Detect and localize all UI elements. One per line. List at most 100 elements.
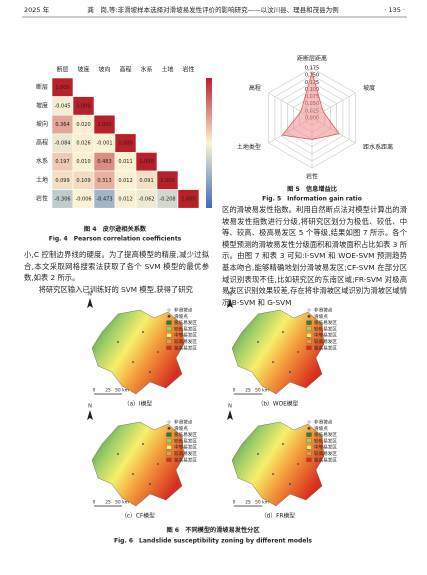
panel-label: （d）FR模型 [261,512,295,520]
cell-value: 1.000 [139,159,153,165]
landslide-point [117,341,119,343]
landslide-point [297,351,299,353]
scale-label: 50 km [115,388,129,394]
legend-label: 中等易发区 [314,444,337,451]
cell-value: 0.483 [97,159,111,165]
row-label: 坡向 [36,120,48,128]
radar-area [281,70,340,140]
panel-label: （b）WOE模型 [258,400,299,408]
cell-value: -0.306 [54,196,70,202]
fig4-caption-en: Fig. 4 Pearson correlation coefficients [49,236,182,243]
cell-value: 1.000 [76,103,90,109]
legend-label: 滑坡点 [314,313,328,320]
column-label: 坡度 [77,66,89,74]
cell-value: -0.062 [138,196,154,202]
cell-value: 0.109 [76,178,90,184]
legend-label: 非滑坡点 [174,419,193,426]
cell-value: -0.006 [75,196,91,202]
landslide-point [289,483,291,485]
map-area [91,309,185,395]
legend-label: 极高易发区 [314,456,337,463]
panel-label: （c）CF模型 [121,512,155,520]
axis-label: 坡度 [363,84,375,92]
legend-label: 非滑坡点 [314,307,333,314]
legend-label: 极低易发区 [314,319,337,326]
cell-value: -0.084 [54,141,70,147]
row-label: 高程 [36,139,48,147]
legend-swatch [306,438,312,444]
paragraph: 小,C 控制边界线的硬度。为了提高模型的精度,减少过拟合,本文采取网格搜索法获取… [24,250,209,283]
column-label: 水系 [140,66,152,74]
legend-swatch [166,339,172,344]
axis-label: 距水系距离 [363,143,393,151]
cell-value: 0.026 [76,141,90,147]
axis-label: 土地类型 [237,143,261,151]
cell-value: -0.001 [96,141,112,147]
legend-label: 较高易发区 [174,450,197,457]
row-label: 岩性 [36,194,48,202]
legend-label: 极低易发区 [174,319,197,326]
legend-swatch [306,457,312,462]
scale-label: 25 [105,500,111,506]
heatmap-cell [177,189,200,209]
legend-label: 较低易发区 [174,437,197,444]
axis-label: 距断层距离 [297,55,327,63]
legend-swatch [166,457,172,462]
cell-value: 0.197 [55,159,69,165]
landslide-point [157,463,159,465]
legend-swatch [166,445,172,450]
scale-label: 0 [93,500,96,506]
cell-value: -0.208 [159,196,175,202]
landslide-point [257,453,259,455]
legend-label: 极低易发区 [314,431,337,438]
cell-value: 0.011 [118,159,132,165]
legend-label: 滑坡点 [314,425,328,432]
axis-label: 岩性 [306,173,318,181]
landslide-point [289,371,291,373]
scale-label: 0 [93,388,96,394]
legend-symbol [167,420,171,424]
north-label: N [228,292,232,298]
legend-swatch [166,451,172,456]
north-label: N [88,292,92,298]
landslide-point [132,473,134,475]
legend-label: 非滑坡点 [314,419,333,426]
scale-label: 25 [245,388,251,394]
fig5-caption-en: Fig. 5 Information gain ratio [262,196,362,203]
legend-label: 极高易发区 [314,344,337,351]
paragraph: 将研究区输入已训练好的 SVM 模型,获得了研究 [38,285,193,294]
legend-swatch [306,445,312,450]
landslide-point [132,361,134,363]
axis-label: 高程 [249,84,261,92]
column-label: 岩性 [182,66,194,74]
row-label: 坡度 [36,101,48,109]
north-arrow [87,410,93,420]
cell-value: 0.091 [139,178,153,184]
cell-value: -0.045 [54,103,70,109]
legend-label: 滑坡点 [174,313,188,320]
legend-label: 较高易发区 [314,450,337,457]
paragraph: 区的滑坡易发性指数。利用自然断点法对模型计算出的滑坡易发性指数进行分级,将研究区… [222,205,407,307]
legend-label: 极高易发区 [174,344,197,351]
legend-swatch [166,345,172,350]
legend-label: 非滑坡点 [174,307,193,314]
legend-symbol [307,426,311,430]
legend-symbol [307,308,311,312]
row-label: 水系 [36,157,48,165]
map-area [91,421,185,507]
cell-value: 1.000 [160,178,174,184]
scale-label: 50 km [255,388,269,394]
column-label: 断层 [56,66,68,74]
legend-label: 中等易发区 [174,444,197,451]
legend-label: 极低易发区 [174,431,197,438]
north-label: N [88,404,92,410]
legend-swatch [166,438,172,444]
north-arrow [227,298,233,308]
fig5-caption-cn: 图 5 信息增益比 [287,185,337,193]
colorbar [206,78,212,208]
landslide-point [257,341,259,343]
cell-value: 0.012 [118,196,132,202]
